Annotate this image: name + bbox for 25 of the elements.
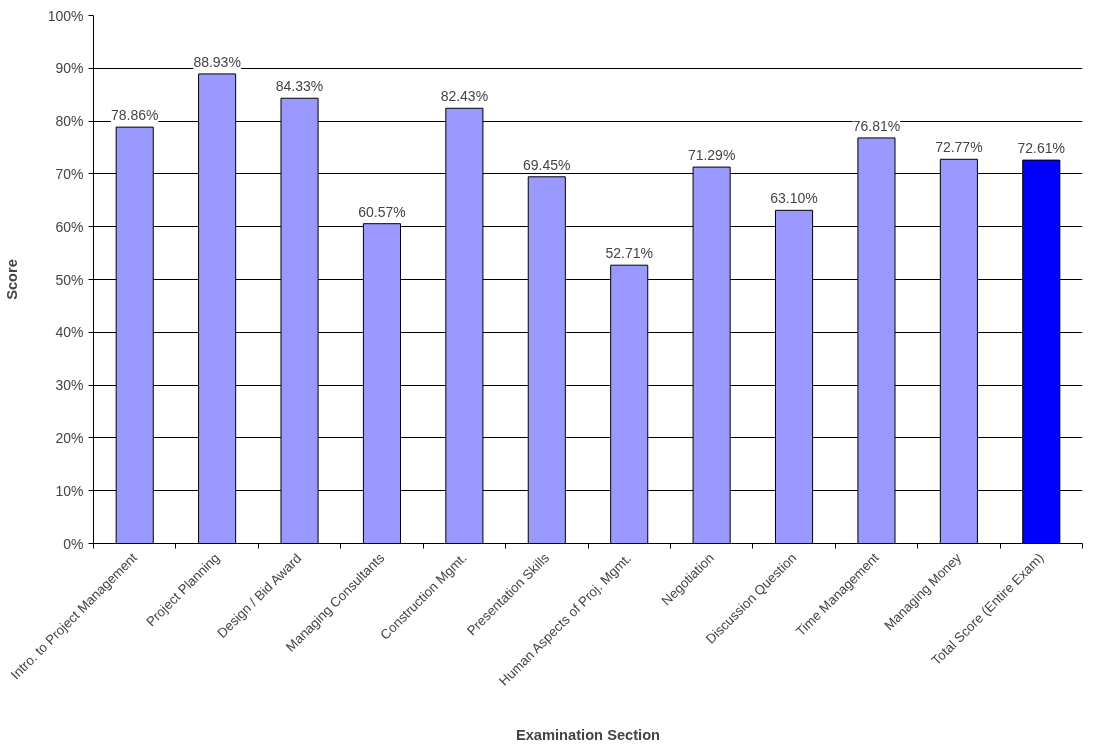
data-label: 63.10% bbox=[770, 190, 818, 207]
y-tick-label: 100% bbox=[47, 7, 84, 24]
y-tick-label: 60% bbox=[55, 218, 84, 235]
data-label: 76.81% bbox=[852, 117, 901, 134]
y-tick-label: 0% bbox=[63, 535, 84, 552]
y-axis-title: Score bbox=[3, 259, 20, 300]
data-label: 88.93% bbox=[193, 53, 241, 70]
data-label: 78.86% bbox=[110, 107, 159, 124]
data-label: 52.71% bbox=[605, 245, 653, 262]
data-label: 84.33% bbox=[275, 78, 324, 95]
data-label: 60.57% bbox=[358, 203, 406, 220]
y-tick-label: 40% bbox=[55, 324, 84, 341]
x-axis-title: Examination Section bbox=[515, 726, 661, 743]
data-label: 72.77% bbox=[935, 139, 983, 156]
y-tick-label: 10% bbox=[55, 482, 84, 499]
data-label: 69.45% bbox=[523, 156, 571, 173]
y-tick-label: 30% bbox=[55, 377, 84, 394]
y-tick-label: 70% bbox=[55, 165, 84, 182]
y-tick-label: 80% bbox=[55, 113, 84, 130]
y-tick-label: 50% bbox=[55, 271, 84, 288]
y-tick-label: 20% bbox=[55, 429, 84, 446]
data-label: 71.29% bbox=[687, 147, 736, 164]
y-tick-label: 90% bbox=[55, 60, 84, 77]
data-label: 82.43% bbox=[440, 88, 489, 105]
data-label: 72.61% bbox=[1017, 140, 1066, 157]
